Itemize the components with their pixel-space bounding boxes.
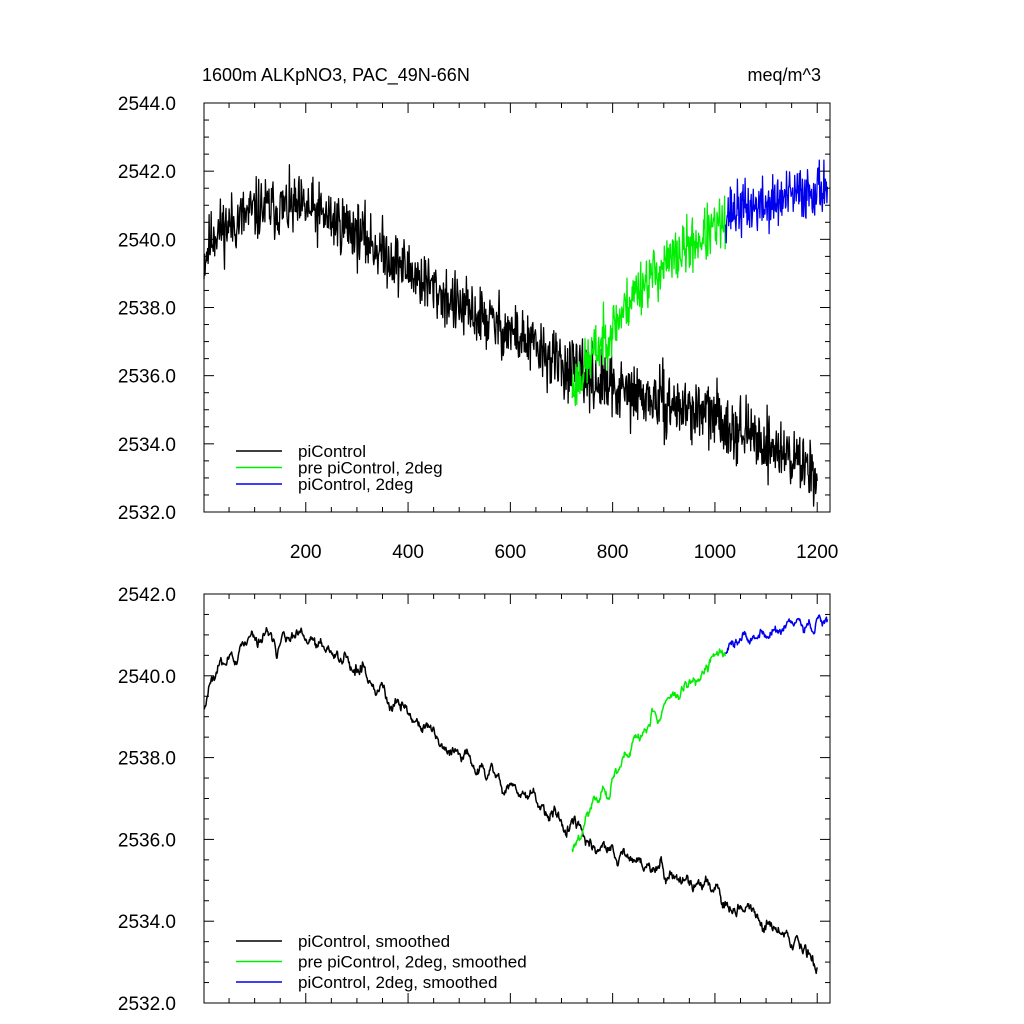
y-tick-label: 2542.0 — [118, 162, 176, 183]
legend-label: pre piControl, 2deg, smoothed — [298, 953, 527, 972]
y-tick-label: 2542.0 — [118, 585, 176, 606]
legend-label: pre piControl, 2deg — [298, 459, 443, 478]
y-tick-label: 2536.0 — [118, 367, 176, 388]
series-line-1 — [571, 195, 726, 407]
legend: piControl, smoothed pre piControl, 2deg, … — [236, 932, 527, 992]
series-line-1 — [571, 648, 726, 853]
tick-layer: 2532.0 2534.0 2536.0 2538.0 2540.0 2542.0 — [118, 585, 830, 1015]
legend-label: piControl, 2deg, smoothed — [298, 973, 497, 992]
x-tick-label: 800 — [597, 542, 629, 563]
top-panel: 1600m ALKpNO3, PAC_49N-66N meq/m^3 2532.… — [118, 65, 838, 563]
y-tick-label: 2538.0 — [118, 749, 176, 770]
legend-label: piControl, smoothed — [298, 932, 450, 951]
y-tick-label: 2540.0 — [118, 667, 176, 688]
x-tick-label: 1000 — [694, 542, 736, 563]
x-tick-label: 400 — [392, 542, 424, 563]
series-layer — [203, 159, 829, 507]
x-tick-label: 600 — [494, 542, 526, 563]
y-tick-label: 2534.0 — [118, 435, 176, 456]
y-tick-label: 2544.0 — [118, 94, 176, 115]
y-tick-label: 2540.0 — [118, 230, 176, 251]
series-line-0 — [203, 164, 818, 507]
x-tick-label: 1200 — [796, 542, 838, 563]
y-tick-label: 2532.0 — [118, 503, 176, 524]
y-tick-label: 2532.0 — [118, 994, 176, 1015]
series-layer — [203, 614, 829, 975]
bottom-panel: 2532.0 2534.0 2536.0 2538.0 2540.0 2542.0 piC… — [118, 585, 831, 1015]
y-tick-label: 2538.0 — [118, 299, 176, 320]
chart-title: 1600m ALKpNO3, PAC_49N-66N — [202, 65, 470, 86]
series-line-2 — [725, 159, 829, 244]
units-label: meq/m^3 — [748, 65, 821, 85]
series-line-2 — [725, 614, 829, 655]
plot-frame — [203, 593, 831, 1004]
legend-label: piControl, 2deg — [298, 475, 413, 494]
tick-layer: 2532.0 2534.0 2536.0 2538.0 2540.0 2542.0 2544… — [118, 94, 838, 563]
y-tick-label: 2536.0 — [118, 830, 176, 851]
plot-frame — [203, 102, 831, 513]
y-tick-label: 2534.0 — [118, 912, 176, 933]
x-tick-label: 200 — [290, 542, 322, 563]
series-line-0 — [203, 626, 818, 975]
legend-label: piControl — [298, 442, 366, 461]
